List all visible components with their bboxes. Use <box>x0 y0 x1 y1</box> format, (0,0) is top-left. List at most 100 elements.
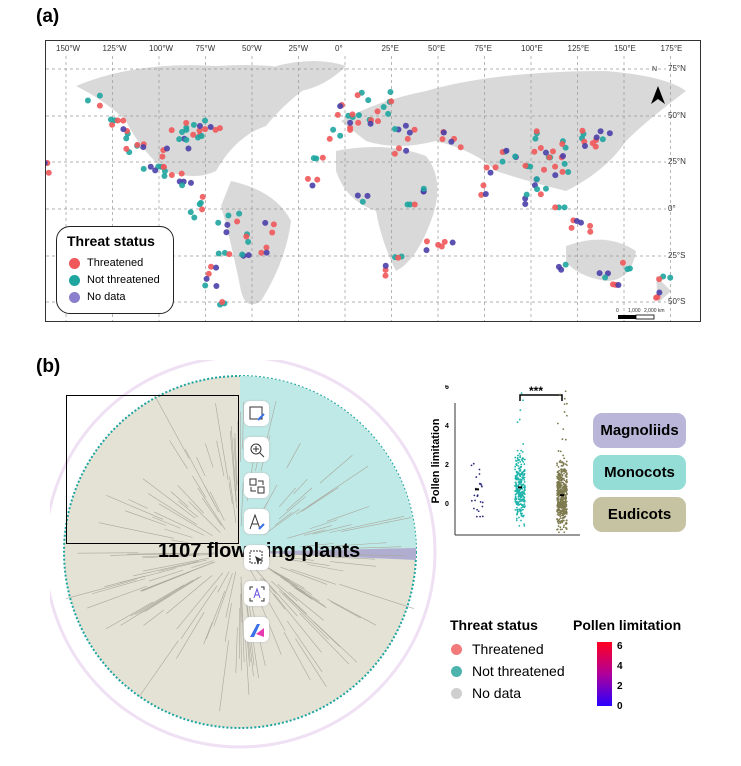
occurrence-point <box>187 179 194 186</box>
occurrence-point <box>391 126 398 133</box>
tree-branch <box>316 542 387 548</box>
occurrence-point <box>359 198 366 205</box>
occurrence-point <box>205 270 212 277</box>
tree-branch <box>279 590 329 640</box>
pollen-point <box>564 468 566 471</box>
occurrence-point <box>46 169 52 176</box>
tree-branch <box>278 487 296 508</box>
tree-branch <box>293 587 313 600</box>
occurrence-point <box>123 135 130 142</box>
tree-branch <box>278 496 306 520</box>
pollen-point <box>515 492 518 495</box>
pollen-point <box>562 498 565 500</box>
occurrence-point <box>202 117 209 124</box>
pollen-point <box>517 461 520 464</box>
pollen-point <box>518 483 520 486</box>
legend-not-threatened: Not threatened <box>451 663 565 679</box>
occurrence-point <box>219 299 226 306</box>
occurrence-point <box>223 229 230 236</box>
latitude-tick: 25°N <box>668 157 686 166</box>
pollen-point <box>517 471 520 474</box>
pollen-colorbar <box>597 642 612 706</box>
pollen-point <box>521 506 524 508</box>
tree-branch <box>287 525 332 539</box>
legend-no-data: No data <box>451 685 521 701</box>
pollen-point <box>520 506 523 509</box>
occurrence-point <box>213 282 220 289</box>
text-edit-icon[interactable] <box>244 509 269 534</box>
panel-b-label: (b) <box>36 356 61 377</box>
tree-branch <box>308 465 369 507</box>
ocr-text-icon[interactable] <box>244 581 269 606</box>
legend-label: No data <box>472 685 522 701</box>
latitude-tick: 50°N <box>668 111 686 120</box>
occurrence-point <box>542 149 549 156</box>
pollen-point <box>518 490 521 493</box>
convert-icon[interactable] <box>244 473 269 498</box>
clade-eudicots: Eudicots <box>593 497 686 532</box>
pollen-point <box>556 482 559 485</box>
tree-branch <box>241 611 245 663</box>
app-logo-icon[interactable] <box>244 617 269 642</box>
pollen-point <box>519 475 522 478</box>
occurrence-point <box>236 210 243 217</box>
occurrence-point <box>619 259 626 266</box>
scale-label: 1,000 <box>628 308 641 314</box>
pollen-point <box>560 509 563 512</box>
occurrence-point <box>542 185 549 192</box>
occurrence-point <box>402 122 409 129</box>
occurrence-point <box>404 135 411 142</box>
select-object-icon[interactable] <box>244 545 269 570</box>
pollen-point <box>563 524 566 527</box>
pollen-point <box>518 524 521 527</box>
longitude-tick: 75°E <box>474 44 492 53</box>
pollen-point <box>561 460 563 463</box>
occurrence-point <box>226 251 233 258</box>
occurrence-point <box>522 200 529 207</box>
pollen-point <box>521 491 523 494</box>
occurrence-point <box>202 282 209 289</box>
legend-label: Not threatened <box>87 274 160 286</box>
zoom-in-icon[interactable] <box>244 437 269 462</box>
y-tick-label: 2 <box>445 462 449 469</box>
landmass <box>76 61 686 305</box>
occurrence-point <box>123 145 130 152</box>
pollen-point <box>516 478 519 481</box>
pollen-point <box>515 460 518 462</box>
occurrence-point <box>225 212 232 219</box>
pollen-point <box>562 487 564 490</box>
pollen-point <box>560 468 563 471</box>
tree-branch <box>133 561 199 577</box>
pollen-point <box>470 464 473 467</box>
pollen-point <box>562 489 565 492</box>
pollen-point <box>565 464 568 467</box>
pollen-point <box>557 520 560 522</box>
selection-rectangle[interactable] <box>66 395 239 544</box>
tree-branch <box>319 455 353 484</box>
pollen-point <box>562 464 565 466</box>
pollen-point <box>516 474 519 476</box>
occurrence-point <box>326 135 333 142</box>
occurrence-point <box>561 160 568 167</box>
occurrence-point <box>263 249 270 256</box>
pollen-point <box>524 486 526 489</box>
pollen-point <box>561 506 564 509</box>
occurrence-point <box>196 122 203 129</box>
pollen-point <box>518 469 521 472</box>
tree-branch <box>148 493 198 525</box>
occurrence-point <box>190 121 197 128</box>
tree-branch <box>286 442 301 469</box>
pollen-point <box>473 494 476 497</box>
occurrence-point <box>203 275 210 282</box>
pollen-point <box>556 422 559 425</box>
image-edit-icon[interactable] <box>244 401 269 426</box>
tree-branch <box>277 583 298 602</box>
tree-branch <box>188 501 221 533</box>
tree-branch <box>139 576 200 614</box>
scale-label: 0 <box>616 308 619 314</box>
occurrence-point <box>212 126 219 133</box>
occurrence-point <box>387 88 394 95</box>
pollen-point <box>556 470 559 473</box>
occurrence-point <box>562 261 569 268</box>
tree-branch <box>230 426 237 502</box>
